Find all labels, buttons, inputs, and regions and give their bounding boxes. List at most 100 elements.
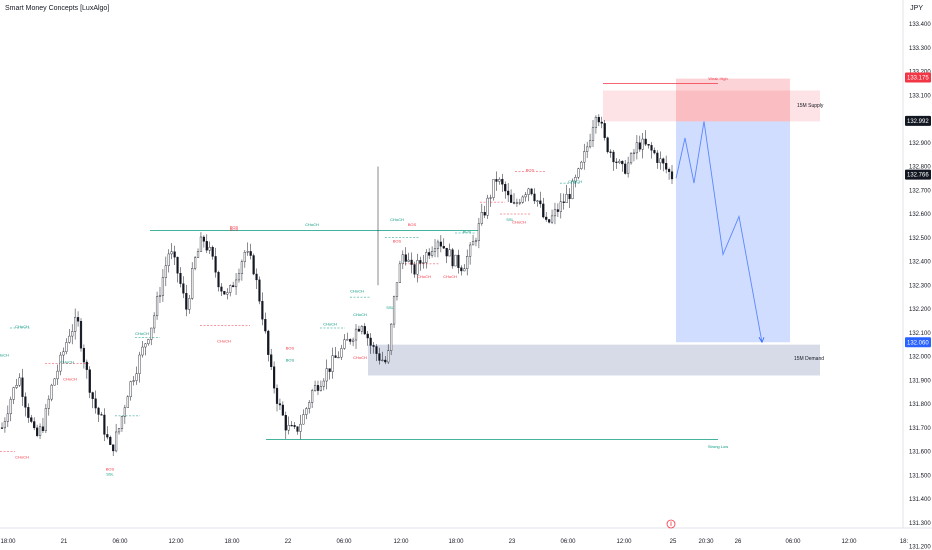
candle[interactable] <box>454 254 457 267</box>
candle[interactable] <box>638 142 641 150</box>
candle[interactable] <box>258 279 261 302</box>
candle[interactable] <box>9 399 12 415</box>
candle[interactable] <box>518 202 521 204</box>
candle[interactable] <box>460 267 463 272</box>
candle[interactable] <box>565 193 568 203</box>
candle[interactable] <box>270 354 273 367</box>
candle[interactable] <box>147 339 150 345</box>
candle[interactable] <box>299 423 302 432</box>
candle[interactable] <box>194 257 197 269</box>
candle[interactable] <box>319 386 323 391</box>
candle[interactable] <box>328 368 331 372</box>
candle[interactable] <box>167 253 170 266</box>
candle[interactable] <box>36 427 39 436</box>
candle[interactable] <box>56 370 59 380</box>
candle[interactable] <box>436 241 440 249</box>
candle[interactable] <box>615 161 618 163</box>
candle[interactable] <box>106 434 109 438</box>
candle[interactable] <box>191 268 194 299</box>
candle[interactable] <box>586 146 589 152</box>
candle[interactable] <box>153 315 156 329</box>
candle[interactable] <box>568 193 571 199</box>
candle[interactable] <box>659 158 662 163</box>
candle[interactable] <box>53 378 56 386</box>
candle[interactable] <box>392 296 396 325</box>
candle[interactable] <box>123 407 126 417</box>
candle[interactable] <box>363 326 366 335</box>
candle[interactable] <box>653 150 656 154</box>
candle[interactable] <box>220 286 223 292</box>
candle[interactable] <box>600 121 603 124</box>
candle[interactable] <box>3 421 7 429</box>
candle[interactable] <box>451 249 454 267</box>
candle[interactable] <box>448 249 451 257</box>
candle[interactable] <box>360 326 363 332</box>
candle[interactable] <box>38 426 42 436</box>
candle[interactable] <box>226 292 229 295</box>
candle[interactable] <box>632 152 636 154</box>
candle[interactable] <box>354 328 358 341</box>
candle[interactable] <box>413 264 416 275</box>
candle[interactable] <box>486 197 489 216</box>
candle[interactable] <box>47 398 50 409</box>
candle[interactable] <box>390 323 393 351</box>
candle[interactable] <box>665 163 668 170</box>
candle[interactable] <box>545 216 548 220</box>
candle[interactable] <box>387 350 390 363</box>
candle[interactable] <box>232 285 235 288</box>
candle[interactable] <box>15 385 18 388</box>
candle[interactable] <box>100 414 103 416</box>
candle[interactable] <box>150 327 153 340</box>
candle[interactable] <box>68 335 71 343</box>
candle[interactable] <box>0 427 4 429</box>
candle[interactable] <box>313 385 317 391</box>
candle[interactable] <box>346 339 349 341</box>
candle[interactable] <box>606 137 609 153</box>
candle[interactable] <box>357 328 361 332</box>
candle[interactable] <box>264 319 267 332</box>
candle[interactable] <box>509 194 513 203</box>
candle[interactable] <box>120 416 124 429</box>
candle[interactable] <box>144 343 147 348</box>
candle[interactable] <box>627 162 630 174</box>
candle[interactable] <box>644 138 647 145</box>
candle[interactable] <box>583 151 586 163</box>
candle[interactable] <box>580 161 583 169</box>
candle[interactable] <box>530 188 533 195</box>
candle[interactable] <box>337 356 340 359</box>
candle[interactable] <box>41 426 45 432</box>
candle[interactable] <box>205 241 208 251</box>
candle[interactable] <box>477 223 480 241</box>
candle[interactable] <box>305 408 308 415</box>
candle[interactable] <box>79 321 83 349</box>
candle[interactable] <box>85 361 88 370</box>
candle[interactable] <box>428 252 431 256</box>
candle[interactable] <box>74 317 77 332</box>
candle[interactable] <box>349 339 352 342</box>
candle[interactable] <box>161 277 165 296</box>
candle[interactable] <box>650 145 653 151</box>
candle[interactable] <box>129 381 132 397</box>
candle[interactable] <box>471 241 475 246</box>
candle[interactable] <box>521 196 524 203</box>
candle[interactable] <box>609 151 612 153</box>
candle[interactable] <box>571 180 574 199</box>
candle[interactable] <box>112 444 115 452</box>
candle[interactable] <box>588 140 592 148</box>
candle[interactable] <box>384 359 387 363</box>
candle[interactable] <box>401 254 404 265</box>
candle[interactable] <box>524 194 527 198</box>
candle[interactable] <box>316 385 320 391</box>
candle[interactable] <box>138 354 141 374</box>
candle[interactable] <box>208 247 211 251</box>
candle[interactable] <box>398 263 402 283</box>
candle[interactable] <box>62 351 65 356</box>
candle[interactable] <box>170 251 173 255</box>
candle[interactable] <box>433 248 437 252</box>
candle[interactable] <box>539 200 542 205</box>
candle[interactable] <box>229 285 232 293</box>
candle[interactable] <box>308 402 311 409</box>
candle[interactable] <box>512 202 516 204</box>
candle[interactable] <box>82 347 86 363</box>
